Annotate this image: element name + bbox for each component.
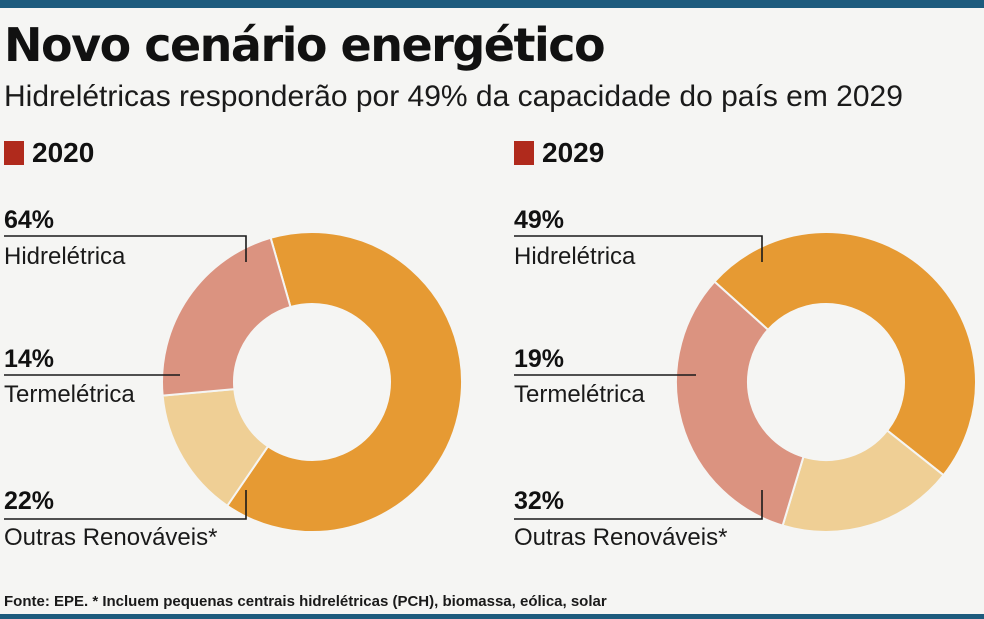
chart-title: Novo cenário energético bbox=[4, 18, 606, 72]
name-label-2020-hidreletrica: Hidrelétrica bbox=[4, 243, 126, 270]
year-label-2029: 2029 bbox=[514, 137, 604, 169]
top-rule bbox=[0, 0, 984, 8]
name-label-2020-termeletrica: Termelétrica bbox=[4, 381, 135, 408]
donut-slice-2029-hidreletrica bbox=[713, 231, 978, 477]
name-label-2029-hidreletrica: Hidrelétrica bbox=[514, 243, 636, 270]
pct-label-2029-termeletrica: 19% bbox=[514, 345, 565, 373]
year-text-2029: 2029 bbox=[542, 137, 605, 168]
pct-label-2020-termeletrica: 14% bbox=[4, 345, 55, 373]
leader-line-2020-hidreletrica bbox=[4, 235, 247, 262]
source-note: Fonte: EPE. * Incluem pequenas centrais … bbox=[4, 593, 607, 610]
year-text-2020: 2020 bbox=[32, 137, 95, 168]
name-label-2029-outras: Outras Renováveis* bbox=[514, 524, 728, 551]
year-label-2020: 2020 bbox=[4, 137, 94, 169]
leader-line-2029-outras bbox=[514, 490, 763, 520]
leader-line-2020-outras bbox=[4, 490, 247, 520]
pct-label-2029-hidreletrica: 49% bbox=[514, 206, 565, 234]
pct-label-2020-hidreletrica: 64% bbox=[4, 206, 55, 234]
year-marker-2029 bbox=[514, 141, 534, 165]
pct-label-2020-outras: 22% bbox=[4, 487, 55, 515]
donut-slice-2020-outras bbox=[161, 236, 292, 397]
year-marker-2020 bbox=[4, 141, 24, 165]
name-label-2029-termeletrica: Termelétrica bbox=[514, 381, 645, 408]
name-label-2020-outras: Outras Renováveis* bbox=[4, 524, 218, 551]
donut-slice-2020-hidreletrica bbox=[225, 231, 463, 533]
donut-slice-2029-outras bbox=[675, 280, 805, 527]
pct-label-2029-outras: 32% bbox=[514, 487, 565, 515]
leader-line-2029-hidreletrica bbox=[514, 235, 763, 262]
bottom-rule bbox=[0, 614, 984, 619]
chart-subtitle: Hidrelétricas responderão por 49% da cap… bbox=[4, 80, 903, 113]
donut-slice-2029-termeletrica bbox=[781, 429, 945, 533]
